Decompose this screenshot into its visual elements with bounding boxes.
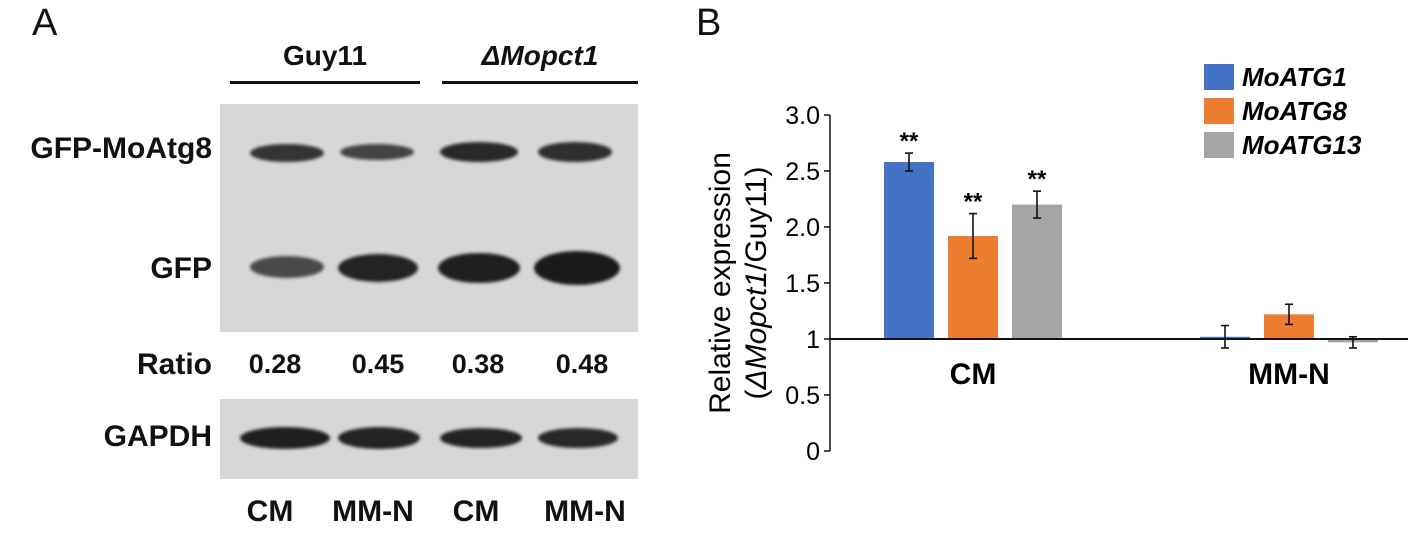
legend-swatch-MoATG13	[1204, 132, 1234, 158]
panel-a-label: A	[32, 2, 58, 44]
y-tick-label-5: 2.5	[785, 158, 820, 186]
western-blot-gfp	[220, 104, 638, 332]
ratio-value-lane1: 0.28	[248, 349, 302, 379]
bar-MoATG13-CM	[1012, 204, 1062, 339]
legend-swatch-MoATG8	[1204, 98, 1234, 124]
row-label-gfp-moatg8: GFP-MoAtg8	[30, 132, 212, 165]
significance-MoATG1-CM: **	[900, 128, 919, 155]
band-gapdh-lane3	[440, 428, 522, 448]
legend-label-MoATG13: MoATG13	[1242, 130, 1362, 160]
lane-label-2: MM-N	[332, 495, 414, 528]
y-tick-label-2: 1	[806, 326, 820, 354]
panel-b-label: B	[696, 2, 722, 44]
band-gfp-moatg8-lane4	[538, 142, 612, 162]
lane-label-1: CM	[246, 495, 294, 528]
lane-label-4: MM-N	[544, 495, 626, 528]
row-label-gfp: GFP	[150, 252, 212, 285]
band-gapdh-lane2	[338, 427, 420, 449]
y-tick-label-1: 0.5	[785, 382, 820, 410]
group-rule-mopct1	[442, 81, 638, 84]
legend-swatch-MoATG1	[1204, 64, 1234, 90]
y-axis-label-line2: (ΔMopct1/Guy11)	[740, 166, 773, 399]
band-gfp-moatg8-lane3	[440, 142, 518, 162]
ratio-value-lane2: 0.45	[351, 349, 405, 379]
y-tick-label-4: 2.0	[785, 214, 820, 242]
category-label-CM: CM	[950, 358, 997, 391]
band-gfp-moatg8-lane1	[250, 144, 324, 162]
group-label-guy11: Guy11	[282, 40, 368, 71]
group-rule-guy11	[230, 81, 420, 84]
group-label-mopct1: ΔMopct1	[481, 40, 599, 71]
band-gfp-moatg8-lane2	[340, 144, 414, 160]
y-axis-label-line1: Relative expression	[704, 152, 737, 414]
significance-MoATG13-CM: **	[1028, 166, 1047, 193]
significance-MoATG8-CM: **	[964, 189, 983, 216]
legend-label-MoATG8: MoATG8	[1242, 96, 1347, 126]
legend-label-MoATG1: MoATG1	[1242, 62, 1347, 92]
bar-MoATG1-CM	[884, 162, 934, 339]
y-tick-label-6: 3.0	[785, 102, 820, 130]
ratio-value-lane4: 0.48	[555, 349, 609, 379]
western-blot-gapdh	[220, 399, 638, 479]
band-gfp-lane3	[438, 253, 520, 283]
y-tick-label-3: 1.5	[785, 270, 820, 298]
ratio-label: Ratio	[137, 348, 212, 381]
bar-chart: Relative expression (ΔMopct1/Guy11) ** ** *…	[704, 62, 1408, 466]
y-axis-label: Relative expression (ΔMopct1/Guy11)	[704, 152, 773, 414]
row-label-gapdh: GAPDH	[103, 420, 212, 453]
category-label-MM-N: MM-N	[1248, 358, 1330, 391]
lane-label-3: CM	[452, 495, 500, 528]
band-gfp-lane2	[338, 254, 418, 282]
band-gfp-lane4	[534, 251, 620, 285]
band-gfp-lane1	[250, 256, 324, 278]
band-gapdh-lane1	[240, 427, 330, 449]
y-tick-label-0: 0	[806, 438, 820, 466]
ratio-value-lane3: 0.38	[451, 349, 505, 379]
band-gapdh-lane4	[538, 428, 618, 448]
